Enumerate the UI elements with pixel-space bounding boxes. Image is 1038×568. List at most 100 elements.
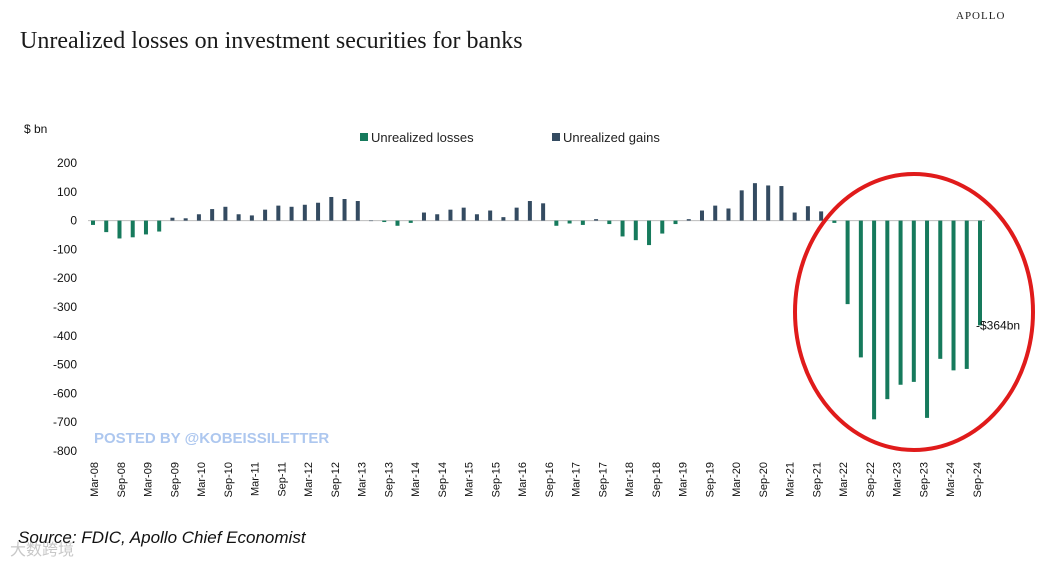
x-tick-label: Mar-23 [892,462,904,497]
x-tick-label: Sep-23 [918,462,930,497]
x-tick-label: Sep-08 [116,462,128,497]
x-tick-label: Mar-21 [785,462,797,497]
legend-swatch-gains [552,133,560,141]
bar-unrealized-gain [276,205,281,221]
bar-unrealized-loss [832,220,837,223]
bar-unrealized-gain [223,206,228,221]
legend-label-gains: Unrealized gains [563,130,660,145]
bar-unrealized-loss [885,220,890,400]
watermark-text: POSTED BY @KOBEISSILETTER [94,430,329,447]
bar-unrealized-gain [329,196,334,221]
x-tick-label: Sep-17 [597,462,609,497]
bar-unrealized-gain [302,204,307,221]
bar-unrealized-loss [157,220,162,232]
bar-unrealized-loss [408,220,413,223]
x-tick-label: Mar-20 [731,462,743,497]
bar-unrealized-gain [448,209,453,221]
bar-unrealized-gain [183,218,188,221]
bar-unrealized-loss [395,220,400,226]
cn-watermark: 大数跨境 [10,540,75,559]
bar-unrealized-gain [342,199,347,221]
bar-unrealized-gain [263,209,268,221]
y-tick-label: 200 [57,156,77,170]
bar-unrealized-loss [964,220,969,369]
bar-unrealized-gain [289,206,294,221]
bar-unrealized-gain [355,201,360,221]
bar-unrealized-gain [766,185,771,221]
x-tick-label: Sep-15 [490,462,502,497]
y-tick-label: -700 [53,415,77,429]
legend-swatch-losses [360,133,368,141]
y-tick-label: -300 [53,300,77,314]
bar-unrealized-gain [819,211,824,221]
x-tick-label: Mar-17 [571,462,583,497]
highlight-circle [793,172,1035,452]
x-tick-label: Mar-24 [945,462,957,497]
y-tick-label: -100 [53,242,77,256]
y-axis-label: $ bn [24,122,47,136]
bar-unrealized-gain [686,219,691,221]
bar-unrealized-gain [170,217,175,221]
bar-unrealized-loss [91,220,95,225]
bar-unrealized-loss [554,220,559,226]
bar-unrealized-gain [594,219,599,221]
bar-unrealized-gain [514,207,519,221]
bar-unrealized-loss [858,220,863,358]
y-tick-label: -500 [53,358,77,372]
bar-unrealized-gain [541,203,546,221]
bar-unrealized-gain [726,208,731,221]
y-tick-label: -600 [53,386,77,400]
bar-unrealized-gain [779,186,784,221]
x-tick-label: Mar-16 [517,462,529,497]
x-tick-label: Sep-22 [865,462,877,497]
bar-unrealized-loss [951,220,956,371]
bar-unrealized-loss [673,220,678,225]
bar-unrealized-gain [699,210,704,221]
source-note: Source: FDIC, Apollo Chief Economist [18,528,306,547]
y-tick-label: 100 [57,185,77,199]
y-tick-label: 0 [70,214,77,228]
x-tick-label: Sep-24 [972,462,984,497]
bar-unrealized-gain [461,207,466,221]
bar-unrealized-loss [925,220,930,418]
x-tick-label: Mar-12 [303,462,315,497]
bar-unrealized-loss [911,220,916,382]
y-tick-label: -200 [53,271,77,285]
bar-unrealized-loss [580,220,585,225]
bar-unrealized-loss [567,220,572,224]
x-tick-label: Mar-14 [410,462,422,497]
bar-unrealized-loss [130,220,135,238]
bar-unrealized-loss [104,220,109,233]
bar-unrealized-gain [805,206,810,221]
bar-unrealized-gain [369,220,374,222]
x-tick-label: Sep-21 [811,462,823,497]
x-tick-label: Mar-09 [143,462,155,497]
bar-unrealized-loss [382,220,387,223]
bar-unrealized-loss [872,220,877,420]
bar-unrealized-loss [117,220,122,239]
x-tick-label: Sep-19 [704,462,716,497]
x-tick-label: Sep-20 [758,462,770,497]
bar-unrealized-loss [647,220,652,246]
bar-unrealized-gain [501,217,506,221]
bar-unrealized-loss [660,220,665,234]
x-tick-label: Sep-18 [651,462,663,497]
bar-unrealized-loss [898,220,903,385]
bar-unrealized-gain [739,190,744,221]
bar-unrealized-gain [435,214,440,221]
bar-unrealized-loss [620,220,625,237]
brand-logo: APOLLO [956,10,1006,22]
x-tick-label: Mar-13 [357,462,369,497]
bar-unrealized-gain [421,212,426,221]
bar-unrealized-loss [607,220,612,225]
chart-title: Unrealized losses on investment securiti… [20,28,523,54]
x-tick-label: Mar-18 [624,462,636,497]
x-tick-label: Sep-12 [330,462,342,497]
value-annotation: -$364bn [976,318,1020,332]
bar-unrealized-gain [236,214,241,221]
x-tick-label: Sep-11 [276,462,288,497]
bar-unrealized-gain [752,183,757,221]
x-tick-label: Mar-10 [196,462,208,497]
y-tick-label: -800 [53,444,77,458]
